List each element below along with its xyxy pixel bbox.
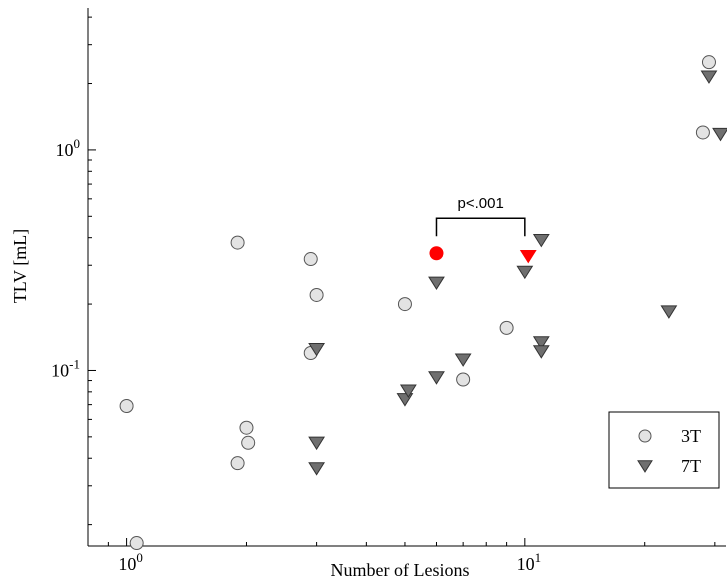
point-3t xyxy=(119,399,134,414)
point-7t xyxy=(454,353,472,367)
point-3t xyxy=(309,287,324,302)
point-7t xyxy=(532,336,550,350)
point-7t xyxy=(712,127,727,142)
point-7t xyxy=(308,462,326,476)
point-3t xyxy=(241,435,256,450)
data-points xyxy=(119,55,727,551)
annotation-label: p<.001 xyxy=(458,195,504,212)
point-3t xyxy=(239,420,254,435)
y-tick-label: 100 xyxy=(56,136,81,160)
point-7t xyxy=(428,276,445,291)
point-3t xyxy=(230,235,245,250)
point-7t xyxy=(660,305,678,319)
point-3t xyxy=(695,125,710,140)
legend-label: 7T xyxy=(681,456,701,476)
significance-annotation: p<.001 xyxy=(435,195,526,237)
point-7t xyxy=(532,345,550,359)
point-7t xyxy=(700,70,718,84)
legend: 3T 7T xyxy=(608,411,720,489)
x-tick-label: 101 xyxy=(517,550,542,574)
point-7t xyxy=(399,384,417,398)
legend-box xyxy=(608,411,720,489)
point-3t xyxy=(397,297,412,312)
highlighted-point-7t xyxy=(519,249,537,264)
point-3t xyxy=(129,536,144,551)
y-axis-label: TLV [mL] xyxy=(10,229,30,304)
legend-label: 3T xyxy=(681,426,701,446)
point-3t xyxy=(499,320,514,335)
point-3t xyxy=(303,252,318,267)
point-7t xyxy=(308,342,326,357)
point-3t xyxy=(230,456,245,471)
annotation-bracket xyxy=(435,217,526,237)
tick-labels: 100 101 10-1 100 xyxy=(51,136,541,574)
x-axis-label: Number of Lesions xyxy=(331,560,470,580)
point-7t xyxy=(308,436,326,451)
y-tick-label: 10-1 xyxy=(51,356,80,380)
axes xyxy=(87,8,726,547)
point-7t xyxy=(396,393,414,407)
x-tick-label: 100 xyxy=(118,550,143,574)
highlighted-point-3t xyxy=(429,246,444,261)
point-7t xyxy=(428,371,445,385)
point-7t xyxy=(516,265,534,280)
point-3t xyxy=(456,372,471,387)
legend-marker-3t xyxy=(638,429,652,443)
point-3t xyxy=(701,55,716,70)
point-7t xyxy=(532,233,550,248)
legend-marker-7t xyxy=(637,460,653,473)
